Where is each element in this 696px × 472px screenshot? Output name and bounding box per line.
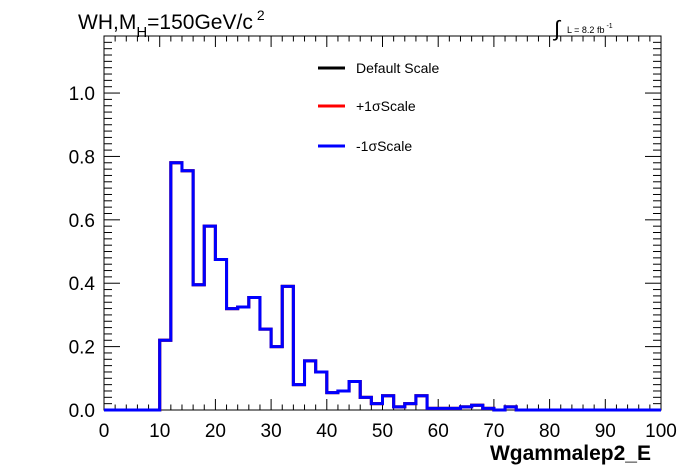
y-tick-label: 0.8 [69, 147, 95, 168]
x-tick-label: 100 [645, 421, 677, 442]
x-tick-label: 70 [483, 421, 504, 442]
chart-title: WH,MH=150GeV/c 2 [78, 7, 265, 41]
title-superscript: 2 [257, 7, 265, 23]
x-tick-label: 90 [595, 421, 616, 442]
series-line-2 [104, 161, 661, 412]
y-tick-label: 0.0 [69, 401, 95, 422]
lumi-label: L = 8.2 fb -1 [567, 23, 613, 35]
x-tick-label: 60 [428, 421, 449, 442]
x-tick-label: 50 [372, 421, 393, 442]
plot-frame [103, 35, 662, 411]
x-tick-label: 30 [261, 421, 282, 442]
title-subscript: H [136, 24, 147, 41]
y-tick-label: 0.2 [69, 338, 95, 359]
x-tick-label: 0 [99, 421, 110, 442]
legend: Default Scale +1σScale -1σScale [318, 60, 439, 154]
x-tick-labels: 0 10 20 30 40 50 60 70 80 90 100 [99, 421, 677, 442]
y-tick-label: 0.6 [69, 211, 95, 232]
x-tick-label: 40 [316, 421, 337, 442]
title-rest: =150GeV/c [147, 11, 253, 34]
legend-label: +1σScale [356, 98, 416, 114]
y-tick-label: 1.0 [69, 84, 95, 105]
series-line-1 [104, 161, 661, 412]
lumi-text: L = 8.2 fb [567, 25, 604, 35]
lumi-integral-sign: ∫ [552, 16, 562, 41]
x-tick-label: 80 [539, 421, 560, 442]
legend-label: -1σScale [356, 138, 412, 154]
lumi-superscript: -1 [606, 23, 612, 30]
axis-ticks [103, 36, 662, 411]
series-line-0 [104, 161, 661, 412]
x-tick-label: 10 [149, 421, 170, 442]
x-tick-label: 20 [205, 421, 226, 442]
title-main: WH,M [78, 11, 136, 34]
x-axis-title: Wgammalep2_E [490, 442, 651, 465]
y-tick-label: 0.4 [69, 274, 96, 295]
legend-label: Default Scale [356, 60, 439, 76]
y-tick-labels: 0.0 0.2 0.4 0.6 0.8 1.0 [69, 84, 96, 422]
series-group [104, 161, 661, 412]
